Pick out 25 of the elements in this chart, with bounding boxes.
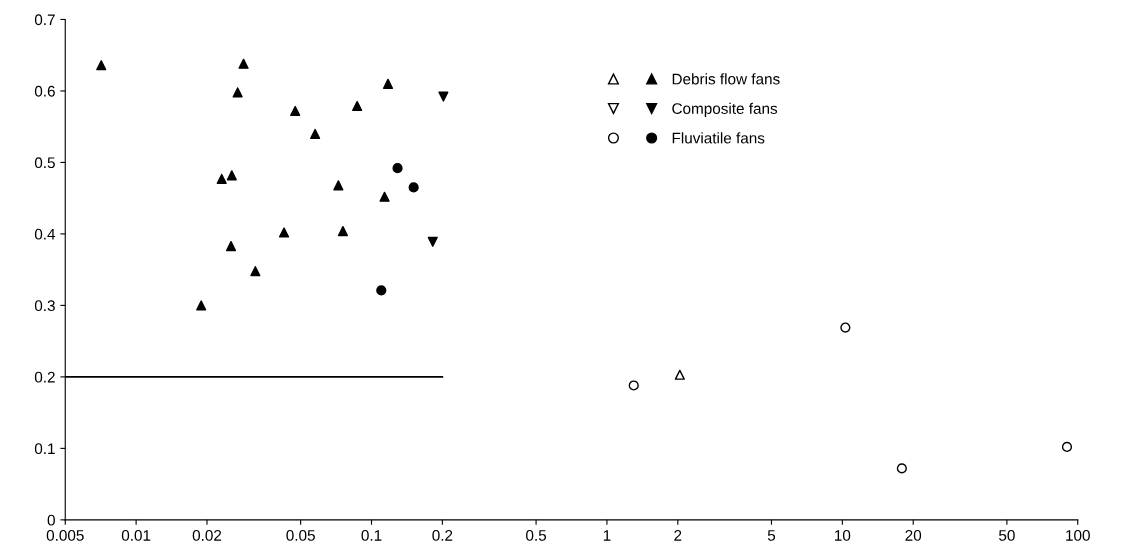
x-tick-label: 2 [674,529,682,541]
x-tick-label: 1 [603,530,611,541]
y-tick-label: 0.5 [34,157,55,169]
x-tick-label: 50 [999,529,1015,541]
legend-label: Fluviatile fans [672,132,765,144]
legend-label: Debris flow fans [672,73,780,85]
x-tick-label: 0.01 [121,529,151,541]
y-tick-label: 0 [47,514,55,526]
x-tick-label: 20 [905,529,922,541]
x-tick-label: 0.005 [46,529,84,541]
y-tick-label: 0.6 [34,85,55,97]
y-tick-label: 0.3 [34,300,55,312]
y-tick-label: 0.4 [34,228,56,240]
legend-label: Composite fans [672,102,778,117]
x-tick-label: 100 [1066,529,1090,541]
x-tick-label: 0.05 [286,529,315,541]
x-tick-label: 5 [767,530,776,541]
x-tick-label: 0.1 [361,529,382,541]
x-tick-label: 10 [835,529,851,541]
x-tick-label: 0.2 [432,529,453,541]
y-tick-label: 0.7 [34,14,55,26]
y-tick-label: 0.2 [34,371,55,383]
x-tick-label: 0.5 [526,529,547,541]
y-tick-label: 0.1 [34,443,55,455]
x-tick-label: 0.02 [192,529,222,541]
